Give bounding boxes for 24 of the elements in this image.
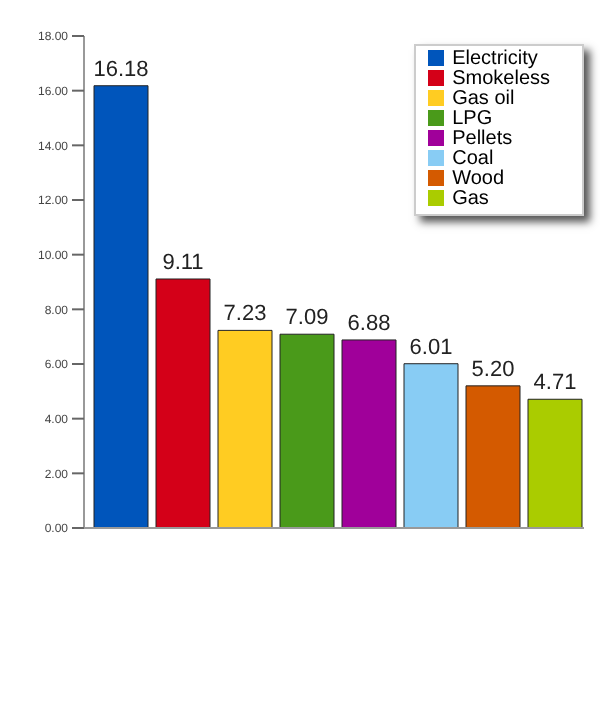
bar <box>93 85 149 528</box>
data-label: 7.23 <box>223 302 267 327</box>
bar <box>527 398 583 528</box>
bar <box>155 278 211 528</box>
legend-label: Coal <box>452 148 494 170</box>
bar <box>465 385 521 528</box>
data-label: 4.71 <box>533 371 577 396</box>
bar <box>341 339 397 528</box>
data-label: 5.20 <box>471 357 515 382</box>
data-label: 9.11 <box>162 250 204 275</box>
data-label: 16.18 <box>93 57 149 82</box>
bar <box>403 363 459 528</box>
bar <box>217 329 273 528</box>
data-label: 6.01 <box>409 335 453 360</box>
legend-label: LPG <box>452 108 493 130</box>
data-label: 6.88 <box>347 311 391 336</box>
bar <box>279 333 335 528</box>
legend-label: Smokeless <box>452 68 550 90</box>
legend-label: Gas <box>452 188 489 210</box>
legend-label: Wood <box>452 168 505 190</box>
legend-label: Electricity <box>452 48 538 70</box>
legend-label: Gas oil <box>452 88 515 110</box>
legend-label: Pellets <box>452 128 513 150</box>
data-label: 7.09 <box>285 306 329 331</box>
